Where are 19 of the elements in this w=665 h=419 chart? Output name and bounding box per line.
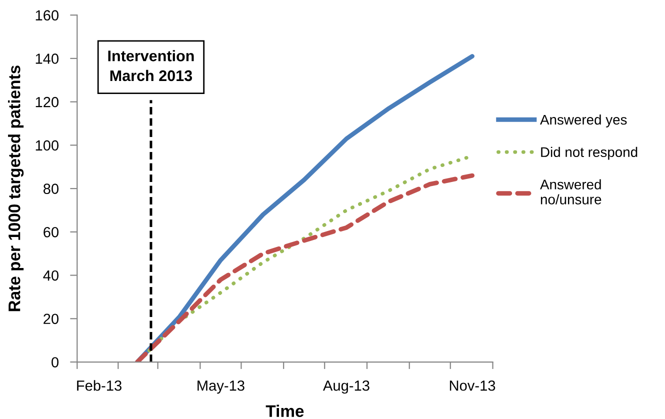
y-tick-label: 120 — [36, 96, 59, 108]
y-tick-label: 0 — [52, 357, 59, 368]
x-tick-label: Nov-13 — [450, 380, 496, 391]
y-tick-label: 140 — [36, 54, 59, 64]
y-tick-label: 100 — [36, 140, 59, 151]
legend-label: Answered no/unsure — [540, 179, 602, 204]
y-tick-label: 60 — [44, 227, 59, 238]
y-tick-label: 20 — [44, 314, 59, 324]
x-tick-label: May-13 — [198, 380, 244, 394]
x-tick-label: Feb-13 — [77, 380, 122, 391]
x-tick-label: Aug-13 — [322, 380, 370, 394]
ref-line-label: Intervention March 2013 — [108, 50, 194, 82]
y-tick-label: 160 — [36, 10, 59, 21]
y-axis-title: Rate per 1000 targeted patients — [8, 66, 24, 312]
legend-label: Did not respond — [541, 146, 638, 160]
y-tick-label: 40 — [43, 270, 59, 281]
y-tick-label: 80 — [44, 184, 59, 194]
x-axis-title: Time — [266, 404, 304, 418]
legend-label: Answered yes — [540, 114, 627, 128]
